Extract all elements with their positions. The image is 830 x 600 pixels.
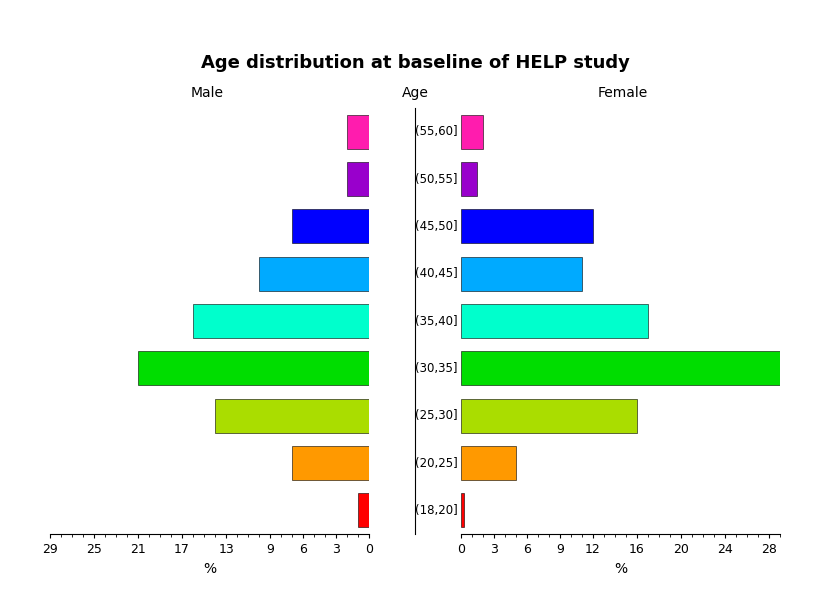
Text: (35,40]: (35,40] xyxy=(415,314,457,328)
Bar xyxy=(461,257,582,291)
Bar xyxy=(461,115,483,149)
Bar xyxy=(461,493,464,527)
Bar xyxy=(461,446,515,480)
Text: (18,20]: (18,20] xyxy=(415,504,458,517)
Text: (40,45]: (40,45] xyxy=(415,267,458,280)
Bar xyxy=(292,209,369,244)
Bar xyxy=(347,115,369,149)
Bar xyxy=(215,398,369,433)
Text: (50,55]: (50,55] xyxy=(415,173,457,185)
Bar xyxy=(461,351,780,385)
Text: (30,35]: (30,35] xyxy=(415,362,457,375)
Bar xyxy=(292,446,369,480)
X-axis label: %: % xyxy=(203,562,216,575)
Bar xyxy=(347,162,369,196)
Text: Age distribution at baseline of HELP study: Age distribution at baseline of HELP stu… xyxy=(201,54,629,72)
Bar xyxy=(461,398,637,433)
Text: (25,30]: (25,30] xyxy=(415,409,457,422)
Text: Female: Female xyxy=(598,86,647,100)
Bar xyxy=(461,209,593,244)
Bar xyxy=(461,162,477,196)
Bar xyxy=(138,351,369,385)
X-axis label: %: % xyxy=(614,562,627,575)
Bar xyxy=(461,304,648,338)
Bar xyxy=(259,257,369,291)
Bar xyxy=(193,304,369,338)
Text: Age: Age xyxy=(402,86,428,100)
Text: (55,60]: (55,60] xyxy=(415,125,457,138)
Text: (20,25]: (20,25] xyxy=(415,457,458,469)
Text: (45,50]: (45,50] xyxy=(415,220,457,233)
Text: Male: Male xyxy=(191,86,224,100)
Bar xyxy=(359,493,369,527)
